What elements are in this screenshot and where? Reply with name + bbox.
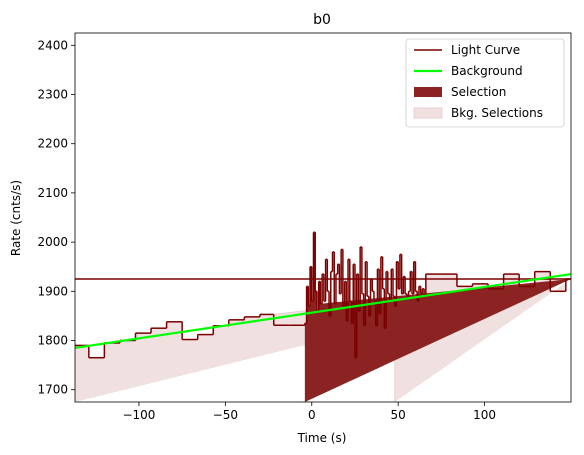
x-tick-label: 0 — [308, 408, 316, 422]
plot-content — [75, 231, 571, 402]
legend-label-bkg_selection: Bkg. Selections — [451, 106, 543, 120]
chart-title: b0 — [313, 12, 331, 28]
legend: Light Curve Background Selection Bkg. Selec… — [405, 38, 565, 128]
x-tick-label: −100 — [122, 408, 155, 422]
y-tick-label: 1800 — [37, 334, 68, 348]
y-tick-label: 1700 — [37, 383, 68, 397]
y-tick-label: 2400 — [37, 38, 68, 52]
x-axis-ticks: −100 −50 0 50 100 — [122, 402, 496, 422]
y-tick-label: 1900 — [37, 284, 68, 298]
legend-label-background: Background — [451, 64, 523, 78]
legend-label-selection: Selection — [451, 85, 506, 99]
legend-box — [405, 38, 565, 128]
legend-swatch-selection — [414, 87, 442, 97]
x-tick-label: 50 — [391, 408, 406, 422]
x-axis-label: Time (s) — [297, 431, 347, 445]
x-tick-label: −50 — [213, 408, 238, 422]
y-tick-label: 2000 — [37, 235, 68, 249]
y-axis-label: Rate (cnts/s) — [9, 180, 23, 256]
plot-frame — [74, 32, 572, 403]
selection-fill — [304, 232, 571, 402]
background-line — [75, 272, 571, 349]
legend-label-light_curve: Light Curve — [451, 43, 520, 57]
x-tick-label: 100 — [473, 408, 496, 422]
y-tick-label: 2200 — [37, 137, 68, 151]
y-axis-ticks: 1700 1800 1900 2000 2100 2200 2300 2400 — [37, 38, 75, 397]
plot-area — [74, 32, 572, 403]
legend-swatch-bkg_selection — [413, 107, 443, 119]
y-tick-label: 2300 — [37, 88, 68, 102]
y-tick-label: 2100 — [37, 186, 68, 200]
